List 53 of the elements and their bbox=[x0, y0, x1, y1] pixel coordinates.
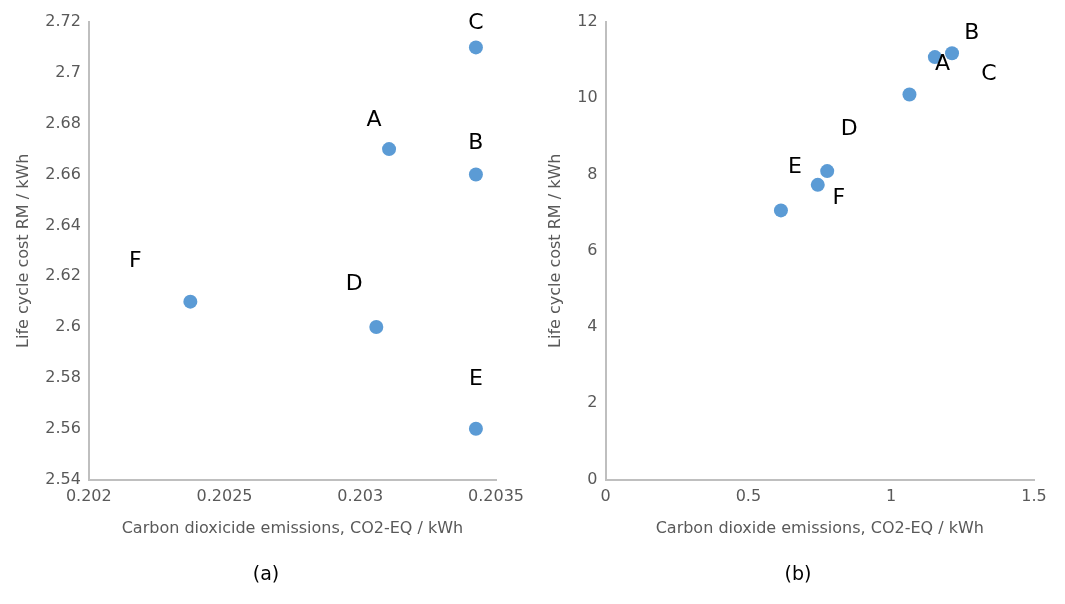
data-label: F bbox=[832, 183, 846, 209]
x-tick-label: 0.203 bbox=[337, 486, 384, 506]
y-tick-label: 2.54 bbox=[45, 468, 81, 488]
x-axis-title: Carbon dioxicide emissions, CO2-EQ / kWh bbox=[121, 517, 464, 537]
x-tick-label: 1.5 bbox=[1021, 486, 1047, 506]
data-label: D bbox=[345, 269, 363, 295]
y-tick-label: 2.72 bbox=[45, 11, 81, 31]
point bbox=[773, 203, 788, 218]
y-tick-label: 2.7 bbox=[55, 62, 81, 81]
y-tick-label: 2.64 bbox=[45, 214, 81, 234]
y-axis-title: Life cycle cost RM / kWh bbox=[544, 153, 564, 348]
data-label: B bbox=[468, 129, 484, 155]
y-tick-label: 0 bbox=[587, 468, 598, 488]
data-label: D bbox=[840, 114, 858, 140]
data-label: E bbox=[468, 365, 483, 391]
x-tick-label: 0.2035 bbox=[468, 486, 524, 506]
y-tick-label: 2.68 bbox=[45, 112, 81, 132]
y-tick-label: 2.58 bbox=[45, 367, 81, 387]
x-tick-label: 0.202 bbox=[65, 486, 112, 506]
data-label: A bbox=[934, 50, 950, 76]
y-tick-label: 6 bbox=[587, 239, 598, 259]
text: (b) bbox=[783, 562, 813, 584]
data-label: E bbox=[787, 153, 802, 179]
y-tick-label: 2.6 bbox=[55, 316, 81, 336]
y-tick-label: 2.62 bbox=[45, 265, 81, 285]
data-label: B bbox=[964, 18, 980, 44]
x-tick-label: 0 bbox=[600, 486, 611, 506]
x-axis-title: Carbon dioxide emissions, CO2-EQ / kWh bbox=[655, 517, 984, 537]
data-label: F bbox=[129, 247, 142, 273]
point bbox=[369, 320, 384, 335]
point bbox=[820, 164, 835, 179]
point bbox=[382, 142, 397, 157]
y-tick-label: 2 bbox=[587, 392, 598, 412]
y-tick-label: 12 bbox=[577, 11, 598, 31]
y-axis-title: Life cycle cost RM / kWh bbox=[12, 153, 32, 348]
y-tick-label: 2.56 bbox=[45, 417, 81, 437]
point bbox=[468, 421, 483, 436]
data-label: A bbox=[366, 105, 382, 131]
x-tick-label: 0.2025 bbox=[196, 486, 253, 506]
point bbox=[810, 177, 825, 192]
x-tick-label: 0.5 bbox=[735, 486, 762, 506]
y-tick-label: 8 bbox=[587, 163, 598, 183]
text: (a) bbox=[251, 562, 281, 584]
point bbox=[183, 294, 198, 309]
point bbox=[468, 40, 483, 55]
data-label: C bbox=[468, 9, 484, 35]
y-tick-label: 10 bbox=[577, 87, 598, 107]
y-tick-label: 2.66 bbox=[45, 163, 81, 183]
data-label: C bbox=[981, 59, 997, 85]
point bbox=[902, 87, 917, 102]
x-tick-label: 1 bbox=[886, 486, 897, 506]
y-tick-label: 4 bbox=[587, 316, 598, 336]
point bbox=[468, 167, 483, 182]
